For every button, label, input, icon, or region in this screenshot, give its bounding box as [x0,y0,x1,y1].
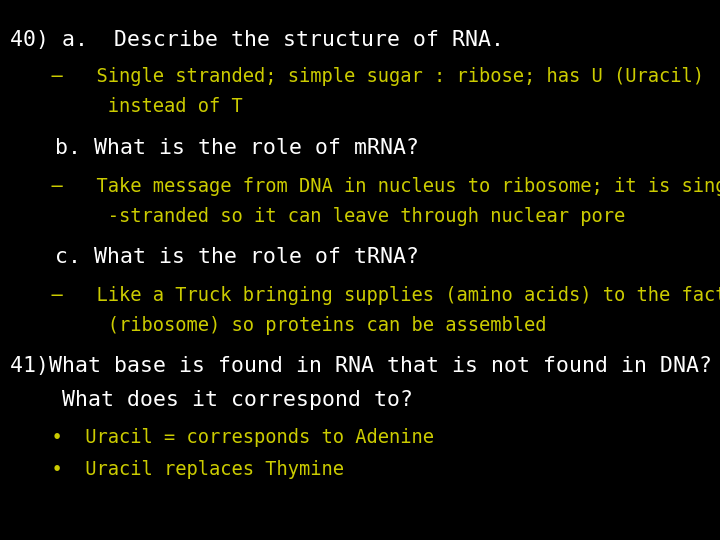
Text: b. What is the role of mRNA?: b. What is the role of mRNA? [29,138,419,158]
Text: (ribosome) so proteins can be assembled: (ribosome) so proteins can be assembled [29,316,546,335]
Text: 41)What base is found in RNA that is not found in DNA?: 41)What base is found in RNA that is not… [10,356,712,376]
Text: -stranded so it can leave through nuclear pore: -stranded so it can leave through nuclea… [29,207,625,226]
Text: •  Uracil = corresponds to Adenine: • Uracil = corresponds to Adenine [29,428,433,447]
Text: instead of T: instead of T [29,97,243,116]
Text: 40) a.  Describe the structure of RNA.: 40) a. Describe the structure of RNA. [10,30,504,50]
Text: c. What is the role of tRNA?: c. What is the role of tRNA? [29,247,419,267]
Text: –   Single stranded; simple sugar : ribose; has U (Uracil): – Single stranded; simple sugar : ribose… [29,68,703,86]
Text: –   Take message from DNA in nucleus to ribosome; it is single: – Take message from DNA in nucleus to ri… [29,177,720,195]
Text: •  Uracil replaces Thymine: • Uracil replaces Thymine [29,460,344,479]
Text: What does it correspond to?: What does it correspond to? [10,390,413,410]
Text: –   Like a Truck bringing supplies (amino acids) to the factory: – Like a Truck bringing supplies (amino … [29,286,720,305]
